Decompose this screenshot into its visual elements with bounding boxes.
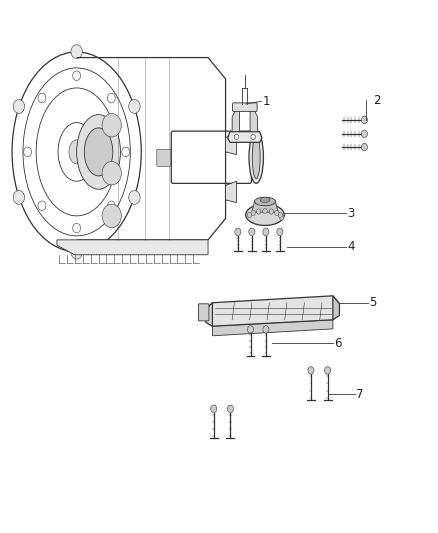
Polygon shape bbox=[206, 296, 339, 326]
Circle shape bbox=[24, 147, 32, 157]
Circle shape bbox=[249, 228, 255, 236]
Circle shape bbox=[102, 204, 121, 228]
Circle shape bbox=[129, 100, 140, 114]
Circle shape bbox=[13, 190, 25, 204]
Ellipse shape bbox=[84, 128, 113, 176]
Circle shape bbox=[71, 45, 82, 59]
Text: 4: 4 bbox=[347, 240, 355, 253]
Polygon shape bbox=[226, 181, 237, 203]
Circle shape bbox=[107, 201, 115, 211]
Ellipse shape bbox=[252, 136, 260, 179]
Ellipse shape bbox=[246, 204, 284, 225]
Circle shape bbox=[361, 130, 367, 138]
Ellipse shape bbox=[254, 197, 276, 206]
Circle shape bbox=[247, 212, 252, 217]
Polygon shape bbox=[228, 132, 262, 142]
Circle shape bbox=[227, 405, 233, 413]
Circle shape bbox=[361, 143, 367, 151]
Circle shape bbox=[269, 209, 274, 214]
Circle shape bbox=[73, 71, 81, 80]
Circle shape bbox=[102, 114, 121, 137]
Circle shape bbox=[122, 147, 130, 157]
Circle shape bbox=[38, 201, 46, 211]
Text: 2: 2 bbox=[373, 94, 380, 107]
Circle shape bbox=[211, 405, 217, 413]
Polygon shape bbox=[212, 320, 333, 336]
Circle shape bbox=[13, 100, 25, 114]
Circle shape bbox=[361, 116, 367, 124]
Circle shape bbox=[277, 228, 283, 236]
Text: 1: 1 bbox=[263, 95, 270, 108]
Circle shape bbox=[308, 367, 314, 374]
Polygon shape bbox=[232, 108, 240, 132]
Ellipse shape bbox=[249, 131, 263, 183]
Polygon shape bbox=[252, 201, 278, 212]
FancyBboxPatch shape bbox=[157, 149, 171, 166]
Circle shape bbox=[251, 134, 255, 140]
Text: 3: 3 bbox=[347, 207, 355, 220]
Polygon shape bbox=[226, 133, 237, 155]
Circle shape bbox=[263, 326, 269, 333]
Circle shape bbox=[71, 245, 82, 259]
Circle shape bbox=[278, 212, 283, 217]
Circle shape bbox=[251, 211, 255, 216]
Circle shape bbox=[325, 367, 331, 374]
Circle shape bbox=[247, 326, 254, 333]
Circle shape bbox=[256, 209, 261, 214]
Circle shape bbox=[234, 134, 239, 140]
Ellipse shape bbox=[77, 115, 120, 189]
FancyBboxPatch shape bbox=[233, 103, 257, 111]
Circle shape bbox=[38, 93, 46, 103]
FancyBboxPatch shape bbox=[198, 304, 209, 321]
Text: 5: 5 bbox=[369, 296, 377, 309]
Circle shape bbox=[107, 93, 115, 103]
Circle shape bbox=[275, 211, 279, 216]
Circle shape bbox=[102, 161, 121, 185]
Text: 6: 6 bbox=[334, 337, 342, 350]
Ellipse shape bbox=[260, 197, 270, 203]
Circle shape bbox=[73, 223, 81, 233]
Circle shape bbox=[129, 190, 140, 204]
Ellipse shape bbox=[69, 140, 84, 164]
Circle shape bbox=[235, 228, 241, 236]
Polygon shape bbox=[250, 108, 258, 132]
Polygon shape bbox=[333, 296, 339, 320]
Polygon shape bbox=[206, 303, 212, 326]
Text: 7: 7 bbox=[356, 388, 364, 401]
Circle shape bbox=[263, 208, 267, 214]
Circle shape bbox=[263, 228, 269, 236]
Circle shape bbox=[279, 215, 284, 220]
Polygon shape bbox=[57, 240, 208, 255]
